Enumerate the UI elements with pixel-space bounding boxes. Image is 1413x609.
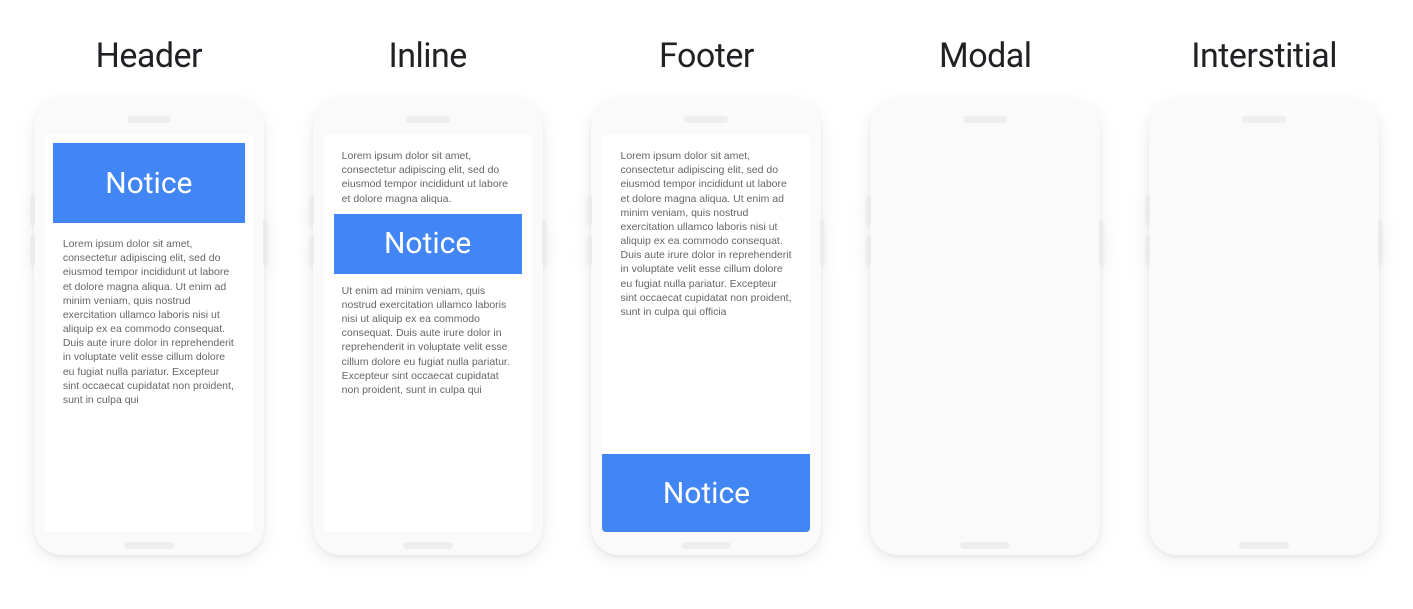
variant-title: Footer xyxy=(659,36,754,76)
phone-mock: Lorem ipsum dolor sit amet, consectetur … xyxy=(313,100,543,555)
volume-up-button xyxy=(310,195,314,225)
phone-mock: Lorem ipsum dolor sit amet, consectetur … xyxy=(1149,100,1379,555)
volume-up-button xyxy=(31,195,35,225)
notice-banner: Notice xyxy=(334,214,522,274)
power-button xyxy=(1378,220,1382,265)
home-indicator xyxy=(681,542,731,549)
body-text: Lorem ipsum dolor sit amet, consectetur … xyxy=(602,135,810,454)
variant-title: Inline xyxy=(388,36,466,76)
variant-title: Interstitial xyxy=(1191,36,1337,76)
phone-mock: Lorem ipsum dolor sit amet, consectetur … xyxy=(591,100,821,555)
home-indicator xyxy=(960,542,1010,549)
phone-speaker xyxy=(1242,116,1286,123)
phone-screen: Notice Lorem ipsum dolor sit amet, conse… xyxy=(45,135,253,532)
phone-body: Lorem ipsum dolor sit amet, consectetur … xyxy=(870,100,1100,555)
body-text: Lorem ipsum dolor sit amet, consectetur … xyxy=(45,223,253,421)
notice-banner: Notice xyxy=(602,454,810,532)
variant-modal: Modal Lorem ipsum dolor sit amet, consec… xyxy=(855,36,1115,555)
phone-speaker xyxy=(127,116,171,123)
phone-screen: Lorem ipsum dolor sit amet, consectetur … xyxy=(324,135,532,532)
phone-screen: Lorem ipsum dolor sit amet, consectetur … xyxy=(602,135,810,532)
home-indicator xyxy=(124,542,174,549)
power-button xyxy=(263,220,267,265)
volume-down-button xyxy=(310,235,314,265)
variant-interstitial: Interstitial Lorem ipsum dolor sit amet,… xyxy=(1134,36,1394,555)
power-button xyxy=(1099,220,1103,265)
volume-down-button xyxy=(1146,235,1150,265)
phone-body: Notice Lorem ipsum dolor sit amet, conse… xyxy=(34,100,264,555)
volume-up-button xyxy=(1146,195,1150,225)
volume-up-button xyxy=(867,195,871,225)
phone-speaker xyxy=(406,116,450,123)
notice-banner: Notice xyxy=(53,143,245,223)
phone-speaker xyxy=(684,116,728,123)
home-indicator xyxy=(403,542,453,549)
volume-down-button xyxy=(588,235,592,265)
home-indicator xyxy=(1239,542,1289,549)
variant-header: Header Notice Lorem ipsum dolor sit amet… xyxy=(19,36,279,555)
variant-footer: Footer Lorem ipsum dolor sit amet, conse… xyxy=(576,36,836,555)
variant-title: Header xyxy=(96,36,203,76)
volume-up-button xyxy=(588,195,592,225)
phone-body: Lorem ipsum dolor sit amet, consectetur … xyxy=(591,100,821,555)
variants-row: Header Notice Lorem ipsum dolor sit amet… xyxy=(0,0,1413,555)
power-button xyxy=(542,220,546,265)
power-button xyxy=(820,220,824,265)
variant-inline: Inline Lorem ipsum dolor sit amet, conse… xyxy=(298,36,558,555)
phone-body: Lorem ipsum dolor sit amet, consectetur … xyxy=(1149,100,1379,555)
variant-title: Modal xyxy=(939,36,1032,76)
phone-speaker xyxy=(963,116,1007,123)
body-text-bottom: Ut enim ad minim veniam, quis nostrud ex… xyxy=(324,274,532,411)
phone-mock: Notice Lorem ipsum dolor sit amet, conse… xyxy=(34,100,264,555)
volume-down-button xyxy=(867,235,871,265)
phone-body: Lorem ipsum dolor sit amet, consectetur … xyxy=(313,100,543,555)
volume-down-button xyxy=(31,235,35,265)
body-text-top: Lorem ipsum dolor sit amet, consectetur … xyxy=(324,135,532,214)
phone-mock: Lorem ipsum dolor sit amet, consectetur … xyxy=(870,100,1100,555)
